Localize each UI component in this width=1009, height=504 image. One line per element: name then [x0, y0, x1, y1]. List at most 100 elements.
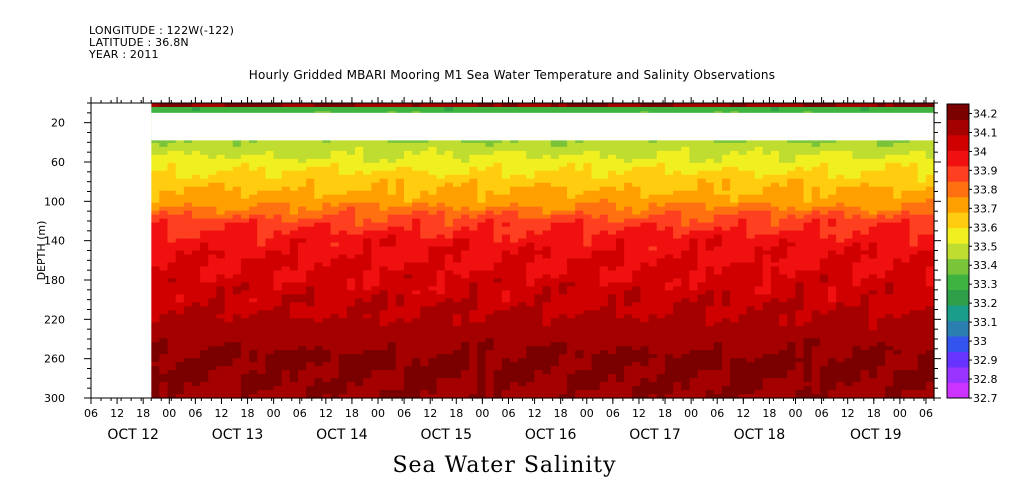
- heatmap-cell: [363, 182, 372, 188]
- heatmap-cell: [314, 198, 324, 204]
- heatmap-cell: [216, 390, 226, 395]
- heatmap-cell: [289, 138, 299, 144]
- heatmap-cell: [338, 246, 348, 252]
- heatmap-cell: [338, 286, 348, 291]
- heatmap-cell: [403, 314, 413, 319]
- heatmap-cell: [518, 214, 527, 220]
- heatmap-cell: [493, 370, 503, 375]
- heatmap-cell: [493, 198, 503, 204]
- heatmap-cell: [599, 222, 609, 228]
- heatmap-cell: [395, 158, 405, 164]
- heatmap-cell: [314, 366, 324, 371]
- heatmap-cell: [249, 386, 258, 391]
- heatmap-cell: [191, 390, 201, 395]
- heatmap-cell: [412, 318, 421, 323]
- heatmap-cell: [624, 378, 633, 383]
- heatmap-cell: [550, 190, 560, 196]
- heatmap-cell: [249, 154, 258, 160]
- heatmap-cell: [420, 374, 430, 379]
- heatmap-cell: [673, 154, 682, 160]
- heatmap-cell: [469, 350, 478, 355]
- heatmap-cell: [477, 290, 487, 295]
- heatmap-cell: [224, 394, 234, 399]
- heatmap-cell: [183, 278, 193, 283]
- heatmap-cell: [501, 330, 511, 335]
- heatmap-cell: [379, 334, 389, 339]
- heatmap-cell: [673, 302, 682, 307]
- heatmap-cell: [420, 334, 430, 339]
- heatmap-cell: [289, 366, 299, 371]
- heatmap-cell: [697, 154, 707, 160]
- heatmap-cell: [387, 338, 397, 343]
- heatmap-cell: [493, 310, 503, 315]
- heatmap-cell: [412, 222, 421, 228]
- heatmap-cell: [607, 182, 617, 188]
- heatmap-cell: [615, 290, 625, 295]
- heatmap-cell: [599, 178, 609, 184]
- heatmap-cell: [509, 282, 519, 287]
- heatmap-cell: [216, 322, 226, 327]
- heatmap-cell: [428, 106, 438, 112]
- heatmap-cell: [444, 274, 454, 280]
- heatmap-cell: [632, 302, 642, 307]
- heatmap-cell: [191, 374, 201, 379]
- heatmap-cell: [558, 298, 568, 303]
- heatmap-cell: [526, 242, 536, 248]
- heatmap-cell: [257, 103, 266, 108]
- heatmap-cell: [183, 202, 193, 208]
- heatmap-cell: [363, 386, 372, 391]
- heatmap-cell: [395, 138, 405, 144]
- heatmap-cell: [493, 382, 503, 387]
- heatmap-cell: [191, 294, 201, 299]
- heatmap-cell: [624, 138, 633, 144]
- heatmap-cell: [216, 182, 226, 188]
- heatmap-cell: [640, 106, 650, 112]
- heatmap-cell: [558, 150, 568, 156]
- heatmap-cell: [681, 266, 690, 272]
- heatmap-cell: [167, 182, 177, 188]
- heatmap-cell: [607, 338, 617, 343]
- heatmap-cell: [534, 326, 544, 331]
- heatmap-cell: [314, 394, 324, 399]
- heatmap-cell: [452, 186, 462, 192]
- heatmap-cell: [355, 218, 364, 224]
- heatmap-cell: [346, 386, 356, 391]
- heatmap-cell: [428, 290, 438, 295]
- heatmap-cell: [656, 338, 666, 343]
- heatmap-cell: [363, 354, 372, 359]
- heatmap-cell: [632, 234, 642, 240]
- heatmap-cell: [493, 103, 503, 108]
- heatmap-cell: [183, 178, 193, 184]
- heatmap-cell: [673, 382, 682, 387]
- heatmap-cell: [281, 382, 291, 387]
- heatmap-cell: [191, 178, 201, 184]
- heatmap-cell: [640, 326, 650, 331]
- heatmap-cell: [191, 246, 201, 252]
- heatmap-cell: [444, 162, 454, 168]
- heatmap-cell: [346, 278, 356, 283]
- heatmap-cell: [689, 386, 699, 391]
- heatmap-cell: [656, 250, 666, 256]
- heatmap-cell: [232, 390, 242, 395]
- heatmap-cell: [550, 358, 560, 363]
- year-label: YEAR : 2011: [89, 48, 159, 61]
- heatmap-cell: [575, 342, 584, 347]
- heatmap-cell: [673, 346, 682, 351]
- heatmap-cell: [452, 298, 462, 303]
- heatmap-cell: [558, 206, 568, 212]
- heatmap-cell: [420, 306, 430, 311]
- heatmap-cell: [469, 374, 478, 379]
- heatmap-cell: [664, 382, 674, 387]
- heatmap-cell: [567, 302, 576, 307]
- heatmap-cell: [689, 262, 699, 268]
- heatmap-cell: [599, 290, 609, 295]
- heatmap-cell: [240, 246, 250, 252]
- heatmap-cell: [395, 214, 405, 220]
- heatmap-cell: [249, 210, 258, 216]
- heatmap-cell: [436, 394, 446, 399]
- heatmap-cell: [452, 310, 462, 315]
- heatmap-cell: [249, 282, 258, 287]
- heatmap-cell: [428, 350, 438, 355]
- heatmap-cell: [412, 186, 421, 192]
- heatmap-cell: [289, 234, 299, 240]
